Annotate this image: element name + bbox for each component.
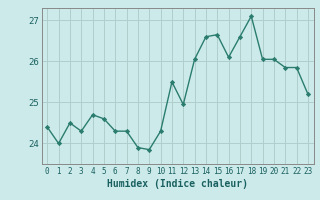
X-axis label: Humidex (Indice chaleur): Humidex (Indice chaleur) bbox=[107, 179, 248, 189]
